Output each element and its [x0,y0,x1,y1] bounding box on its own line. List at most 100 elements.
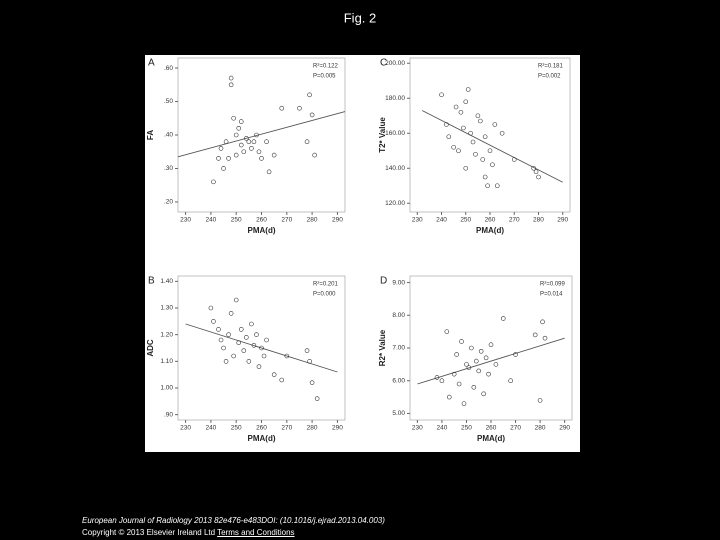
citation-text: European Journal of Radiology 2013 82e47… [82,516,385,525]
panel-letter: D [380,276,387,287]
panel-letter: A [148,58,155,69]
data-point [470,139,476,145]
data-point [478,348,484,354]
data-point [532,332,538,338]
data-point [256,364,262,369]
data-point [542,335,548,341]
y-axis-label: T2* Value [378,117,387,153]
data-point [238,327,244,332]
x-tick-label: 280 [307,425,318,432]
data-point [216,327,221,332]
x-tick-label: 250 [460,217,471,224]
y-axis-label: ADC [146,339,155,357]
data-point [513,352,518,357]
x-axis-label: PMA(d) [248,226,276,235]
data-point [223,139,229,144]
x-tick-label: 240 [436,425,447,432]
data-point [473,358,479,364]
y-tick-label: 7.00 [392,345,405,352]
data-point [314,396,320,401]
data-point [211,319,216,324]
data-point [228,75,234,81]
data-point [228,311,234,316]
x-tick-label: 250 [461,425,472,432]
data-point [466,365,472,370]
y-tick-label: 1.30 [160,305,173,312]
data-point [221,345,226,351]
data-point [271,152,277,158]
data-point [451,371,457,377]
data-point [480,157,486,162]
data-point [482,134,488,140]
annotation: P=0.002 [538,74,561,80]
x-tick-label: 290 [332,425,343,432]
data-point [490,162,495,168]
x-tick-label: 260 [256,425,267,432]
data-point [226,156,231,161]
figure-panel [145,55,580,452]
data-point [244,136,249,141]
x-tick-label: 230 [180,217,191,224]
x-tick-label: 240 [205,217,216,224]
x-axis-label: PMA(d) [248,434,276,443]
data-point [439,378,445,384]
data-point [533,169,539,175]
x-tick-label: 280 [533,217,544,224]
annotation: R²=0.201 [313,282,339,288]
data-point [476,368,482,374]
data-point [461,125,466,131]
y-tick-label: 6.00 [392,377,405,384]
data-point [264,139,269,144]
annotation: R²=0.181 [538,64,564,70]
data-point [256,149,262,155]
data-point [469,345,474,351]
panel-letter: C [380,58,387,69]
x-tick-label: 240 [205,425,216,432]
fit-line [417,337,565,385]
data-point [511,157,517,162]
data-point [451,144,456,150]
y-tick-label: 120.00 [385,200,405,207]
data-point [238,119,244,124]
y-tick-label: .40 [164,132,173,139]
data-point [487,148,493,154]
x-tick-label: 260 [256,217,267,224]
data-point [246,139,252,144]
y-tick-label: .90 [164,411,173,418]
data-point [461,401,467,406]
y-tick-label: 1.40 [160,278,173,285]
data-point [261,353,267,359]
data-point [537,398,543,403]
data-point [309,380,315,385]
data-point [446,134,452,140]
data-point [254,132,259,138]
data-point [233,152,239,158]
x-tick-label: 290 [559,425,570,432]
data-point [259,345,264,351]
data-point [478,118,483,124]
annotation: P=0.014 [540,292,563,298]
y-tick-label: .50 [164,98,173,105]
y-tick-label: 140.00 [385,165,405,172]
data-point [493,362,499,367]
data-point [251,343,257,348]
x-tick-label: 240 [436,217,447,224]
y-tick-label: 1.20 [160,331,173,338]
data-point [259,156,264,161]
data-point [271,372,277,377]
data-point [483,355,489,361]
data-point [482,174,488,180]
data-point [446,394,452,400]
x-tick-label: 270 [281,425,292,432]
x-axis-label: PMA(d) [477,434,505,443]
data-point [500,316,506,321]
data-point [486,371,491,377]
x-tick-label: 230 [412,425,423,432]
data-point [236,340,242,345]
fit-line [185,323,338,373]
annotation: P=0.000 [313,292,336,298]
data-point [241,149,247,155]
terms-link[interactable]: Terms and Conditions [217,528,295,537]
annotation: R²=0.099 [540,282,566,288]
